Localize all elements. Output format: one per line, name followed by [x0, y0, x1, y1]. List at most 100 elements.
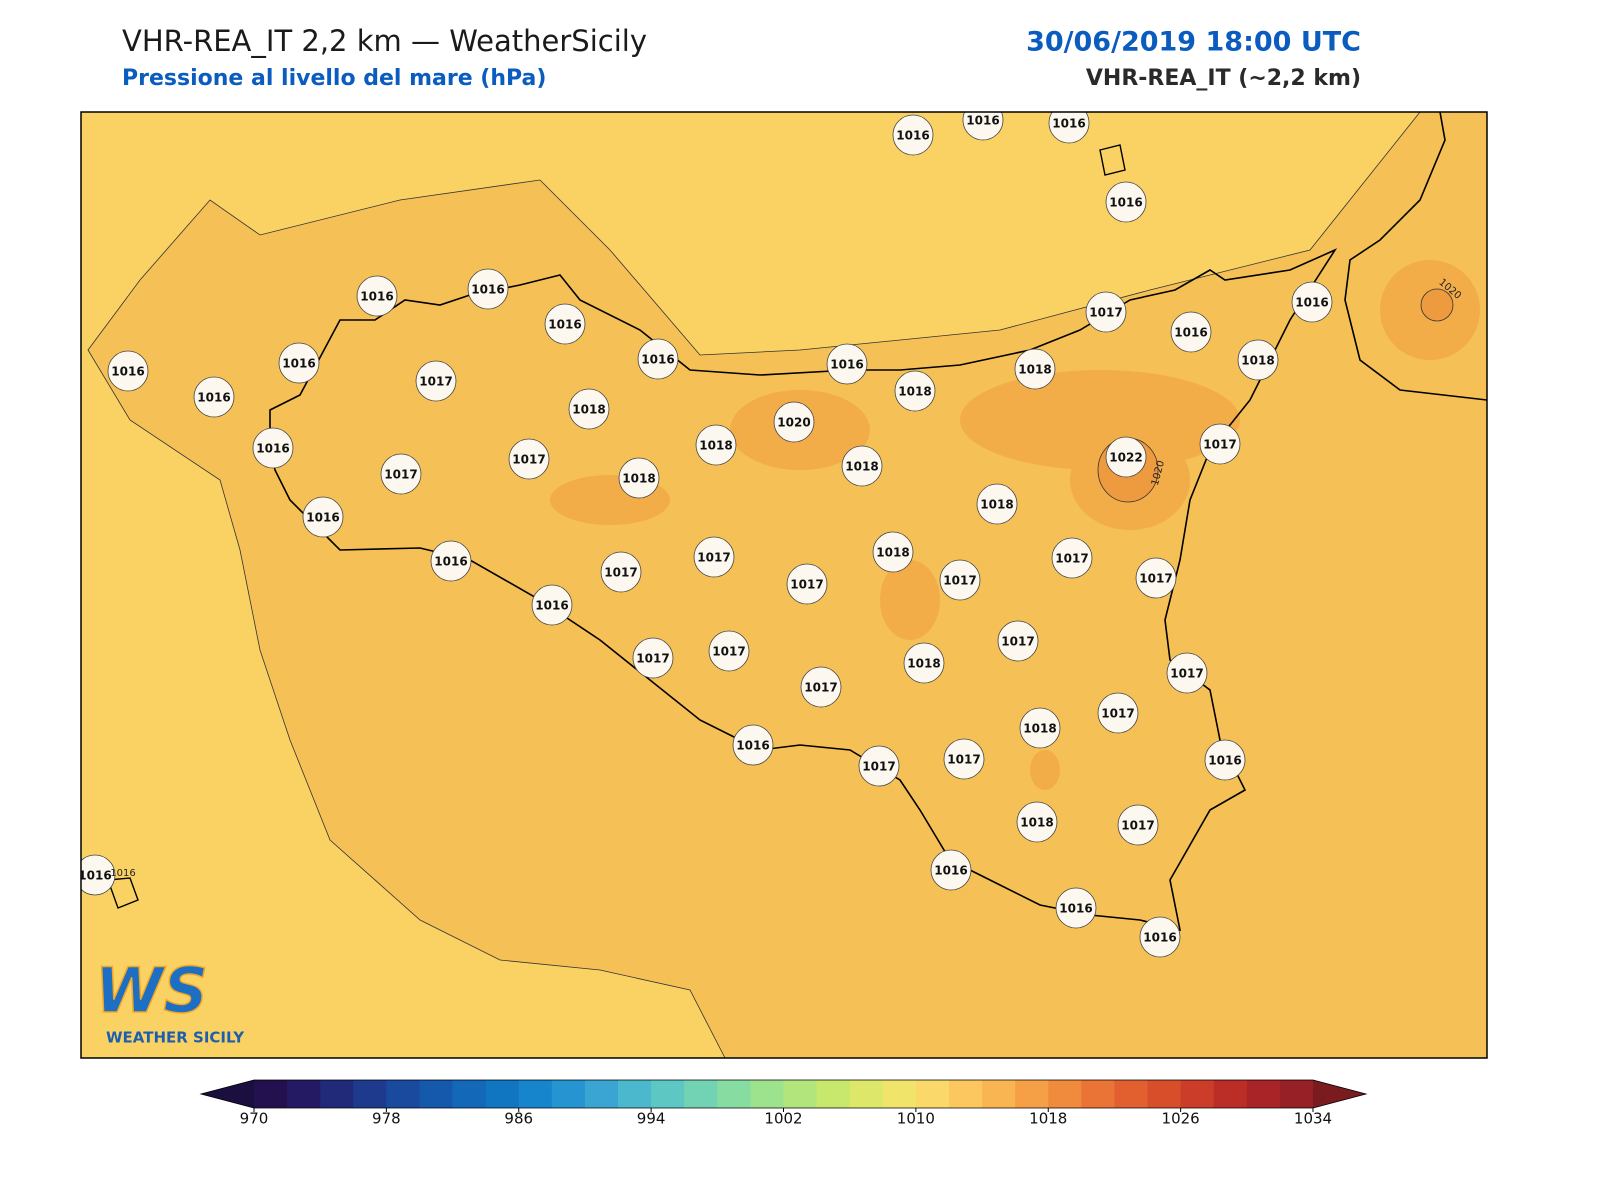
station-marker	[302, 496, 344, 538]
colorbar-bin	[1246, 1080, 1281, 1108]
station-label: 1016	[548, 318, 581, 332]
station-label: 1016	[256, 442, 289, 456]
station-marker	[1048, 112, 1090, 144]
colorbar-tick-label: 994	[637, 1110, 666, 1128]
station-marker	[1291, 281, 1333, 323]
station-label: 1016	[306, 511, 339, 525]
station-marker	[1237, 339, 1279, 381]
station-label: 1016	[1109, 196, 1142, 210]
station-label: 1017	[604, 566, 637, 580]
colorbar-bin	[1114, 1080, 1149, 1108]
station-label: 1016	[641, 353, 674, 367]
station-label: 1016	[197, 391, 230, 405]
colorbar-bin	[948, 1080, 983, 1108]
station-marker	[786, 563, 828, 605]
station-marker	[732, 724, 774, 766]
station-marker	[894, 370, 936, 412]
station-marker	[252, 427, 294, 469]
station-marker	[841, 445, 883, 487]
station-marker	[708, 630, 750, 672]
station-label: 1016	[830, 358, 863, 372]
colorbar-bin	[1180, 1080, 1215, 1108]
datetime: 30/06/2019 18:00 UTC	[1026, 27, 1361, 58]
station-marker	[1105, 181, 1147, 223]
station-marker	[637, 338, 679, 380]
model: VHR-REA_IT (~2,2 km)	[1086, 66, 1361, 91]
colorbar-bin	[618, 1080, 652, 1108]
colorbar-tick-label: 978	[372, 1110, 401, 1128]
station-label: 1018	[1018, 363, 1051, 377]
colorbar-bin	[915, 1080, 950, 1108]
station-label: 1018	[1020, 816, 1053, 830]
station-marker	[618, 457, 660, 499]
station-label: 1016	[934, 864, 967, 878]
station-marker	[380, 453, 422, 495]
colorbar-bin	[816, 1080, 851, 1108]
map-frame	[80, 111, 1488, 1059]
station-label: 1016	[1208, 754, 1241, 768]
station-label: 1018	[622, 472, 655, 486]
station-label: 1016	[736, 739, 769, 753]
colorbar-bin	[684, 1080, 718, 1108]
station-label: 1016	[434, 555, 467, 569]
station-marker	[939, 559, 981, 601]
colorbar-bin	[353, 1080, 387, 1108]
colorbar-bin	[1213, 1080, 1248, 1108]
station-marker	[892, 114, 934, 156]
colorbar-bin	[287, 1080, 321, 1108]
station-label: 1017	[1101, 707, 1134, 721]
station-marker	[1204, 739, 1246, 781]
station-label: 1017	[1203, 438, 1236, 452]
colorbar-tick-label: 1002	[764, 1110, 802, 1128]
colorbar-tick-label: 1018	[1029, 1110, 1067, 1128]
colorbar-bin	[982, 1080, 1016, 1108]
station-marker	[800, 666, 842, 708]
station-label: 1017	[512, 453, 545, 467]
colorbar-bin	[1081, 1080, 1115, 1108]
colorbar-bin	[452, 1080, 487, 1108]
title: VHR-REA_IT 2,2 km — WeatherSicily	[122, 24, 647, 58]
station-label: 1016	[78, 869, 111, 883]
station-marker	[1085, 291, 1127, 333]
station-label: 1018	[699, 439, 732, 453]
station-label: 1016	[471, 283, 504, 297]
station-marker	[278, 342, 320, 384]
station-label: 1017	[1055, 552, 1088, 566]
colorbar-under	[201, 1080, 254, 1108]
station-marker	[1135, 557, 1177, 599]
colorbar-bin	[882, 1080, 917, 1108]
station-marker	[1014, 348, 1056, 390]
station-marker	[107, 350, 149, 392]
station-label: 1017	[1139, 572, 1172, 586]
station-label: 1016	[360, 290, 393, 304]
logo-mark: WS	[95, 954, 208, 1027]
station-marker	[531, 584, 573, 626]
station-label: 1016	[1143, 931, 1176, 945]
contour-label: 1016	[110, 868, 135, 879]
calabria-coast	[1344, 112, 1487, 401]
station-label: 1017	[712, 645, 745, 659]
station-marker	[568, 388, 610, 430]
station-marker	[1016, 801, 1058, 843]
station-label: 1016	[111, 365, 144, 379]
station-marker	[826, 343, 868, 385]
station-marker	[962, 112, 1004, 141]
colorbar-bin	[485, 1080, 520, 1108]
station-label: 1018	[907, 657, 940, 671]
colorbar-tick-label: 970	[240, 1110, 269, 1128]
station-marker	[773, 401, 815, 443]
colorbar-tick-label: 986	[504, 1110, 533, 1128]
station-marker	[1019, 707, 1061, 749]
station-label: 1016	[1059, 902, 1092, 916]
station-marker	[943, 738, 985, 780]
station-marker	[1117, 804, 1159, 846]
station-marker	[356, 275, 398, 317]
station-label: 1018	[1241, 354, 1274, 368]
station-marker	[600, 551, 642, 593]
station-label: 1018	[876, 546, 909, 560]
colorbar-bin	[386, 1080, 420, 1108]
station-marker	[693, 536, 735, 578]
station-label: 1017	[1089, 306, 1122, 320]
